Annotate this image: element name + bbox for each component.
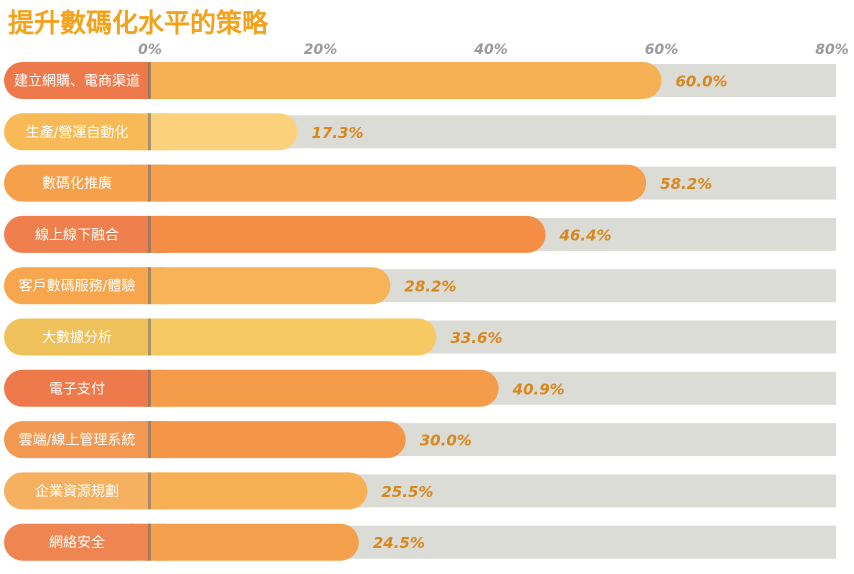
bar (138, 164, 647, 202)
category-pill-edge (130, 369, 150, 407)
category-pill (4, 62, 150, 99)
bar-row: 大數據分析 33.6% (4, 318, 836, 356)
bar (138, 215, 546, 253)
bar (138, 421, 406, 459)
bar-row: 生產/營運自動化 17.3% (4, 113, 836, 151)
value-label: 58.2% (660, 175, 712, 193)
bar (138, 318, 437, 356)
category-pill-edge (130, 215, 150, 253)
axis-line (148, 267, 151, 305)
x-tick-label: 60% (645, 42, 679, 58)
axis-line (148, 472, 151, 510)
bar-row: 電子支付 40.9% (4, 369, 836, 407)
category-pill (4, 318, 150, 356)
category-pill-edge (130, 421, 150, 459)
bar-row: 線上線下融合 46.4% (4, 215, 836, 253)
bar-row: 網絡安全 24.5% (4, 523, 836, 561)
category-pill (4, 472, 150, 510)
axis-line (148, 113, 151, 151)
axis-line (148, 523, 151, 561)
value-label: 28.2% (404, 278, 456, 296)
x-tick-label: 40% (473, 42, 508, 58)
axis-line (148, 369, 151, 407)
bar-row: 企業資源規劃 25.5% (4, 472, 836, 510)
value-label: 60.0% (676, 73, 728, 91)
bar (138, 113, 298, 151)
category-label: 生產/營運自動化 (26, 124, 129, 141)
bar-row: 數碼化推廣 58.2% (4, 164, 836, 202)
axis-line (148, 164, 151, 202)
category-label: 線上線下融合 (35, 227, 119, 243)
bar (138, 472, 368, 510)
category-label: 客戶數碼服務/體驗 (19, 278, 136, 295)
axis-line (148, 62, 151, 99)
category-pill-edge (130, 113, 150, 151)
category-label: 電子支付 (49, 381, 105, 397)
axis-line (148, 318, 151, 356)
x-tick-label: 20% (304, 42, 338, 58)
value-label: 33.6% (450, 329, 502, 347)
bar-row: 客戶數碼服務/體驗 28.2% (4, 267, 836, 305)
value-label: 46.4% (559, 226, 612, 244)
category-pill-edge (130, 523, 150, 561)
category-pill-edge (130, 164, 150, 202)
category-label: 企業資源規劃 (35, 483, 119, 500)
category-label: 數碼化推廣 (42, 175, 112, 192)
value-label: 40.9% (512, 380, 565, 398)
category-pill (4, 421, 150, 459)
category-pill-edge (130, 318, 150, 356)
value-label: 24.5% (373, 534, 425, 552)
bar-row: 雲端/線上管理系統 30.0% (4, 421, 836, 459)
category-pill (4, 215, 150, 253)
bar (138, 523, 359, 561)
category-label: 大數據分析 (42, 330, 112, 346)
chart-title: 提升數碼化水平的策略 (8, 8, 269, 39)
category-label: 網絡安全 (49, 534, 105, 551)
category-pill (4, 164, 150, 202)
bar-rows: 建立網購、電商渠道 60.0% 生產/營運自動化 17.3% 數碼化推廣 58.2% 線上線… (4, 62, 836, 561)
x-tick-label: 80% (815, 42, 849, 58)
category-label: 建立網購、電商渠道 (14, 74, 140, 90)
value-label: 25.5% (381, 483, 433, 501)
category-pill (4, 267, 150, 305)
category-pill (4, 369, 150, 407)
axis-line (148, 421, 151, 459)
category-pill (4, 523, 150, 561)
category-pill-edge (130, 472, 150, 510)
category-pill-edge (130, 267, 150, 305)
x-tick-label: 0% (138, 42, 162, 58)
axis-line (148, 215, 151, 253)
value-label: 17.3% (311, 124, 363, 142)
bar (138, 267, 391, 305)
bar-row: 建立網購、電商渠道 60.0% (4, 62, 836, 99)
category-pill (4, 113, 150, 151)
bar (138, 62, 662, 99)
axis-ticks: 0% 20% 40% 60% 80% (138, 42, 849, 58)
bar (138, 369, 499, 407)
category-label: 雲端/線上管理系統 (19, 433, 136, 449)
category-pill-edge (130, 62, 150, 99)
value-label: 30.0% (420, 432, 472, 450)
